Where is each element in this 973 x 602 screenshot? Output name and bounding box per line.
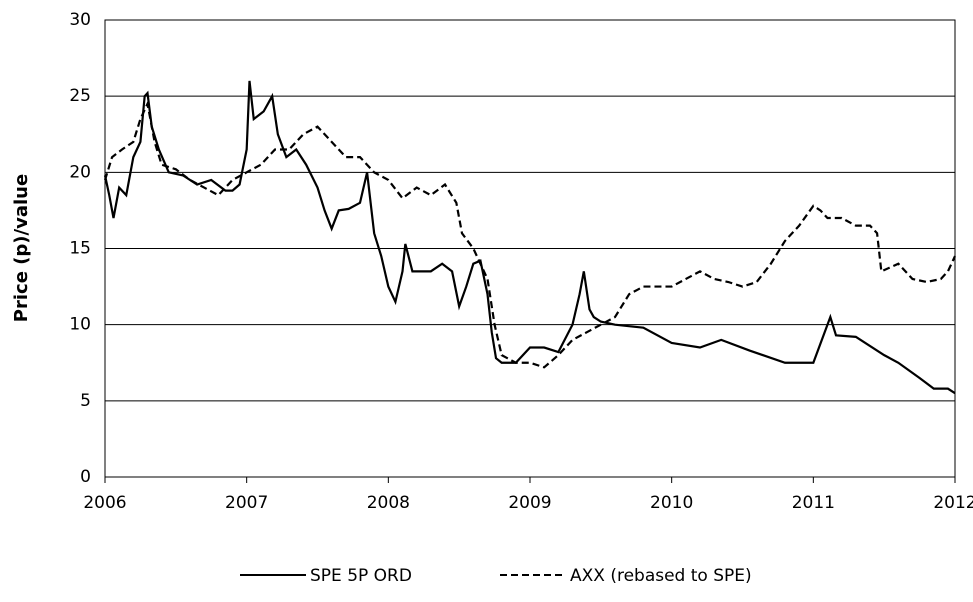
x-tick-label: 2007 — [225, 493, 268, 513]
x-tick-label: 2011 — [792, 493, 835, 513]
plot-frame — [104, 19, 956, 478]
y-tick-label: 15 — [69, 239, 91, 259]
y-tick-label: 10 — [69, 315, 91, 335]
x-tick-label: 2012 — [933, 493, 973, 513]
x-tick-label: 2009 — [508, 493, 551, 513]
y-tick-label: 5 — [80, 391, 91, 411]
legend-label: SPE 5P ORD — [310, 566, 412, 586]
legend-label: AXX (rebased to SPE) — [570, 566, 752, 586]
y-tick-label: 30 — [69, 10, 91, 30]
y-axis-label: Price (p)/value — [11, 174, 32, 322]
series-line — [103, 80, 956, 395]
x-tick-label: 2008 — [367, 493, 410, 513]
x-tick-label: 2010 — [650, 493, 693, 513]
y-tick-label: 25 — [69, 86, 91, 106]
y-tick-label: 0 — [80, 467, 91, 487]
y-tick-label: 20 — [69, 162, 91, 182]
x-tick-label: 2006 — [83, 493, 126, 513]
